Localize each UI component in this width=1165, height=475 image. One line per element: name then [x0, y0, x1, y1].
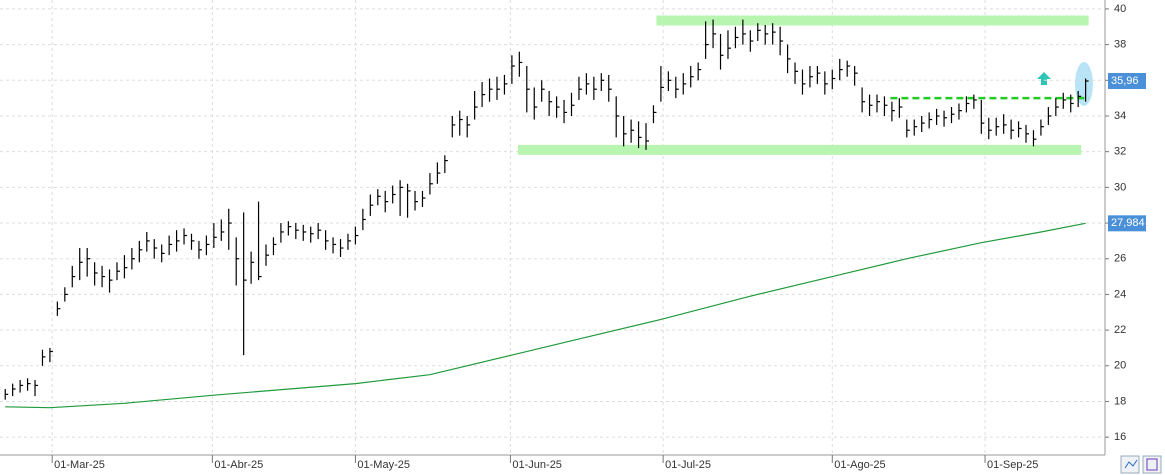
x-tick-label: 01-Abr-25	[214, 459, 263, 471]
y-tick-label: 16	[1114, 431, 1126, 443]
zoom-button[interactable]	[1120, 455, 1140, 474]
x-tick-label: 01-May-25	[357, 459, 410, 471]
x-tick-label: 01-Ago-25	[834, 459, 885, 471]
highlight-ellipse	[1075, 62, 1093, 106]
y-tick-label: 22	[1114, 324, 1126, 336]
y-tick-label: 20	[1114, 360, 1126, 372]
y-tick-label: 18	[1114, 395, 1126, 407]
price-tag	[1108, 73, 1146, 90]
y-tick-label: 24	[1114, 288, 1126, 300]
x-tick-label: 01-Sep-25	[987, 459, 1038, 471]
x-tick-label: 01-Jun-25	[512, 459, 562, 471]
y-tick-label: 32	[1114, 146, 1126, 158]
price-tag	[1108, 215, 1146, 232]
y-tick-label: 26	[1114, 253, 1126, 265]
y-tick-label: 38	[1114, 39, 1126, 51]
plot: 1618202224262830323436384001-Mar-2501-Ab…	[0, 0, 1146, 471]
zoom-icon	[1124, 459, 1138, 469]
moving-average	[5, 222, 1086, 409]
y-tick-label: 30	[1114, 181, 1126, 193]
x-tick-label: 01-Jul-25	[665, 459, 711, 471]
y-tick-label: 34	[1114, 110, 1126, 122]
save-icon	[1146, 458, 1158, 471]
price-tag-label: 27,984	[1111, 217, 1145, 229]
up-arrow	[1037, 72, 1051, 85]
y-tick-label: 40	[1114, 3, 1126, 15]
x-tick-label: 01-Mar-25	[54, 459, 105, 471]
price-tag-label: 35,96	[1111, 75, 1139, 87]
